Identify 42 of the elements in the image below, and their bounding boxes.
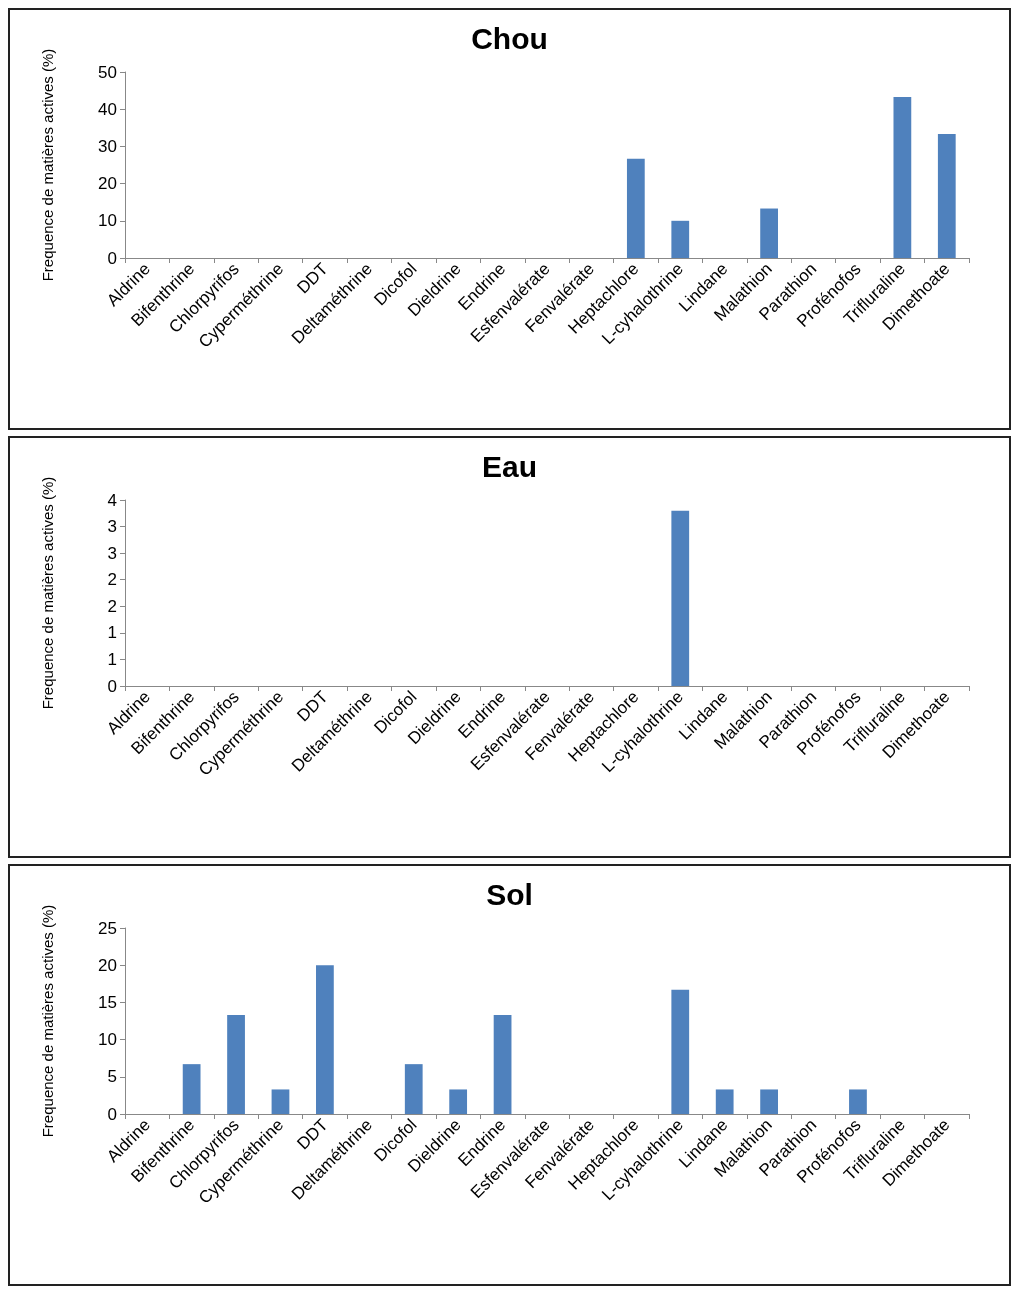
bar [671, 220, 690, 258]
bar [893, 96, 912, 258]
y-tick-label: 10 [98, 211, 117, 231]
y-tick-label: 3 [107, 517, 117, 537]
y-tick-label: 40 [98, 99, 117, 119]
y-axis-title: Frequence de matières actives (%) [39, 48, 56, 282]
bar [404, 1064, 423, 1114]
bar [493, 1015, 512, 1114]
y-tick-label: 10 [98, 1030, 117, 1050]
bar [849, 1089, 867, 1114]
y-tick-label: 0 [107, 676, 117, 696]
y-tick-label: 25 [98, 918, 117, 938]
bar [182, 1064, 201, 1114]
y-tick-label: 50 [98, 62, 117, 82]
y-tick-label: 2 [107, 596, 117, 616]
bar [760, 208, 778, 258]
bar [449, 1089, 468, 1114]
y-tick-label: 1 [107, 623, 117, 643]
y-tick-label: 30 [98, 136, 117, 156]
y-tick-label: 3 [107, 543, 117, 563]
y-tick-label: 0 [107, 248, 117, 268]
chart-title: Chou [471, 21, 548, 55]
bar [671, 989, 690, 1114]
y-axis-title: Frequence de matières actives (%) [39, 476, 56, 710]
y-tick-label: 4 [107, 490, 117, 510]
bar [227, 1015, 245, 1114]
chart-title: Sol [486, 877, 533, 911]
bar [760, 1089, 778, 1114]
bar [715, 1089, 734, 1114]
bar [271, 1089, 290, 1114]
y-axis-title: Frequence de matières actives (%) [39, 904, 56, 1138]
bar [316, 965, 334, 1114]
bar [937, 134, 956, 258]
bar [626, 158, 645, 258]
y-tick-label: 20 [98, 174, 117, 194]
y-tick-label: 1 [107, 649, 117, 669]
y-tick-label: 20 [98, 955, 117, 975]
chart-title: Eau [481, 449, 538, 483]
y-tick-label: 15 [98, 992, 117, 1012]
y-tick-label: 5 [107, 1067, 117, 1087]
y-tick-label: 2 [107, 570, 117, 590]
y-tick-label: 0 [107, 1104, 117, 1124]
